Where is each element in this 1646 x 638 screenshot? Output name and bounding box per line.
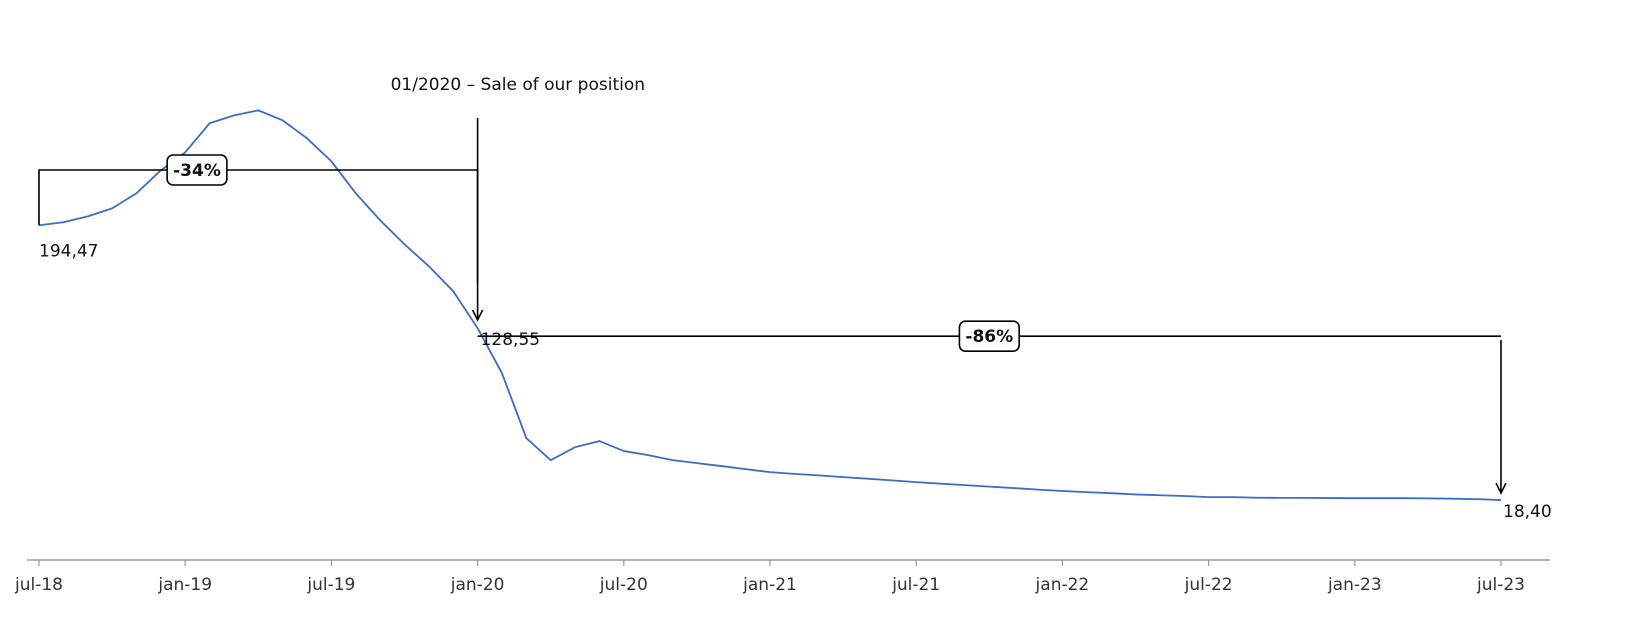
value-label: 18,40: [1503, 502, 1552, 522]
x-tick-label: jul-21: [891, 575, 940, 595]
change-bracket: [38, 169, 479, 283]
value-label: 128,55: [481, 330, 540, 350]
x-tick-label: jan-19: [157, 575, 212, 595]
event-label: 01/2020 – Sale of our position: [391, 75, 645, 95]
x-tick-label: jan-22: [1035, 575, 1090, 595]
change-box: [958, 320, 1020, 352]
value-label: 194,47: [39, 241, 98, 261]
x-tick-label: jul-20: [599, 575, 648, 595]
x-tick-label: jul-22: [1184, 575, 1233, 595]
change-label: -34%: [173, 161, 221, 181]
x-tick-label: jan-20: [450, 575, 505, 595]
x-tick-label: jan-21: [742, 575, 797, 595]
arrow-head: [471, 309, 484, 322]
x-tick-label: jul-23: [1476, 575, 1525, 595]
price-line: [38, 109, 1502, 501]
arrow-head: [1495, 482, 1507, 495]
change-label: -86%: [965, 327, 1013, 347]
x-tick-label: jul-19: [306, 575, 355, 595]
x-tick-label: jul-18: [14, 575, 63, 595]
x-tick-label: jan-23: [1327, 575, 1382, 595]
change-box: [166, 154, 228, 186]
